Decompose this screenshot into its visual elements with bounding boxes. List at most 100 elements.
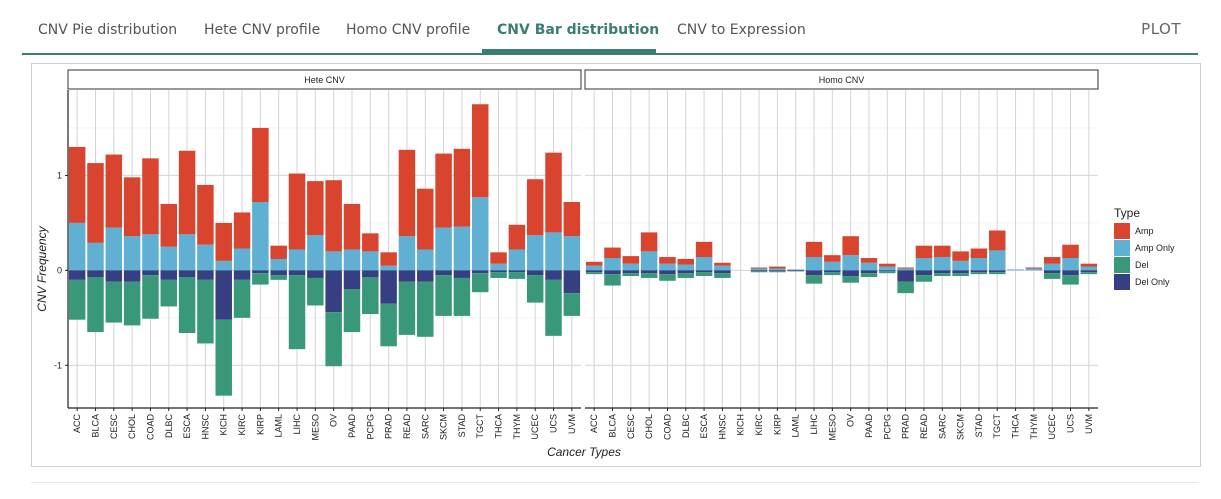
x-tick-label-coad: COAD — [145, 414, 155, 441]
x-tick-label-meso: MESO — [310, 414, 320, 441]
x-tick-label-uvm: UVM — [1084, 414, 1094, 434]
x-tick-label-stad: STAD — [457, 414, 467, 438]
tab-homo-cnv-profile[interactable]: Homo CNV profile — [346, 22, 471, 38]
bar-del-tgct — [471, 273, 489, 293]
bar-del-coad — [142, 275, 159, 319]
bar-amp-stad — [970, 248, 988, 259]
bar-del-only-ucs — [1062, 270, 1079, 276]
bar-amp-paad — [860, 258, 878, 263]
x-tick-label-pcpg: PCPG — [365, 414, 375, 440]
bar-del-only-chol — [123, 270, 141, 282]
bar-del-only-read — [398, 270, 416, 282]
bar-amp-sarc — [417, 188, 434, 250]
tab-hete-cnv-profile[interactable]: Hete CNV profile — [204, 22, 321, 38]
bar-del-cesc — [105, 281, 123, 323]
bar-amp-only-chol — [640, 251, 658, 271]
bar-amp-only-cesc — [622, 263, 640, 271]
y-tick-label: 1 — [57, 170, 62, 180]
x-tick-label-meso: MESO — [827, 414, 837, 441]
bar-amp-only-tgct — [471, 197, 489, 271]
bar-amp-only-pcpg — [362, 251, 379, 271]
bar-amp-read — [398, 149, 416, 237]
x-tick-label-ucec: UCEC — [1047, 414, 1057, 440]
bar-del-ucs — [545, 279, 562, 336]
bar-del-only-esca — [695, 270, 713, 273]
bar-amp-only-stad — [970, 258, 988, 271]
tab-cnv-to-expression[interactable]: CNV to Expression — [677, 22, 806, 38]
bar-amp-only-kirp — [769, 268, 786, 271]
x-tick-label-cesc: CESC — [109, 414, 119, 440]
bar-del-only-sarc — [417, 270, 434, 282]
bar-amp-dlbc — [677, 258, 695, 265]
bar-del-only-meso — [307, 270, 324, 278]
bar-del-only-thym — [508, 270, 526, 273]
bar-amp-only-prad — [897, 268, 914, 271]
bar-del-dlbc — [160, 279, 178, 307]
bar-amp-meso — [824, 255, 841, 262]
bottom-divider — [31, 482, 1199, 483]
bar-del-kirp — [252, 273, 269, 285]
tab-cnv-pie-distribution[interactable]: CNV Pie distribution — [38, 22, 178, 38]
bar-del-pcpg — [362, 277, 379, 315]
bar-del-stad — [970, 272, 988, 275]
bar-del-only-acc — [585, 270, 603, 273]
bar-del-thym — [508, 272, 526, 279]
tab-cnv-bar-distribution[interactable]: CNV Bar distribution — [497, 22, 660, 38]
plot-label: PLOT — [1141, 20, 1181, 38]
x-tick-label-kirc: KIRC — [754, 414, 764, 436]
bar-amp-meso — [307, 181, 324, 236]
x-tick-label-lihc: LIHC — [809, 414, 819, 435]
x-tick-label-ov: OV — [846, 414, 856, 427]
x-tick-label-prad: PRAD — [901, 414, 911, 440]
bar-del-only-chol — [640, 270, 658, 274]
bar-del-skcm — [952, 273, 969, 277]
x-tick-label-acc: ACC — [72, 414, 82, 434]
bar-del-sarc — [934, 273, 951, 277]
bar-del-only-kirp — [252, 270, 269, 274]
bar-del-ucec — [1043, 273, 1061, 279]
x-tick-label-kich: KICH — [219, 414, 229, 436]
bar-del-only-esca — [178, 270, 196, 278]
bar-del-read — [398, 281, 416, 335]
x-tick-label-thca: THCA — [1011, 414, 1021, 439]
bar-amp-kirc — [233, 212, 251, 249]
bar-del-only-tgct — [988, 270, 1006, 273]
bar-amp-prad — [380, 252, 397, 266]
bar-del-only-hnsc — [197, 270, 214, 280]
bar-del-meso — [307, 277, 324, 306]
bar-amp-only-paad — [860, 262, 878, 271]
x-tick-label-kirc: KIRC — [237, 414, 247, 436]
bar-del-only-coad — [142, 270, 159, 276]
x-tick-label-esca: ESCA — [699, 414, 709, 439]
bar-amp-only-skcm — [952, 260, 969, 271]
bar-amp-only-dlbc — [677, 264, 695, 271]
x-tick-label-cesc: CESC — [626, 414, 636, 440]
bar-amp-only-lihc — [805, 257, 823, 271]
x-tick-label-kich: KICH — [736, 414, 746, 436]
bar-amp-skcm — [435, 153, 452, 228]
bar-amp-paad — [343, 203, 361, 250]
x-tick-label-acc: ACC — [589, 414, 599, 434]
x-tick-label-esca: ESCA — [182, 414, 192, 439]
bar-amp-only-read — [915, 258, 933, 271]
bar-amp-uvm — [1080, 263, 1098, 267]
bar-amp-only-ucec — [1043, 263, 1061, 271]
bar-amp-uvm — [563, 202, 581, 237]
bar-amp-only-ov — [325, 251, 342, 271]
bar-del-kirp — [769, 271, 786, 273]
legend-label-del: Del — [1135, 260, 1149, 270]
bar-del-blca — [87, 277, 104, 333]
bar-del-only-blca — [604, 270, 621, 275]
x-tick-label-lihc: LIHC — [292, 414, 302, 435]
bar-amp-cesc — [105, 154, 123, 228]
bar-del-chol — [123, 281, 141, 326]
legend-swatch-amp-only — [1114, 240, 1130, 256]
bar-del-only-ucec — [1043, 270, 1061, 274]
hete-cnv-strip — [67, 69, 582, 90]
bar-del-only-read — [915, 270, 933, 276]
bar-amp-only-sarc — [417, 249, 434, 271]
bar-amp-only-laml — [270, 258, 287, 271]
x-tick-label-coad: COAD — [662, 414, 672, 441]
x-tick-label-kirp: KIRP — [255, 414, 265, 435]
bar-amp-only-thca — [1007, 269, 1024, 271]
